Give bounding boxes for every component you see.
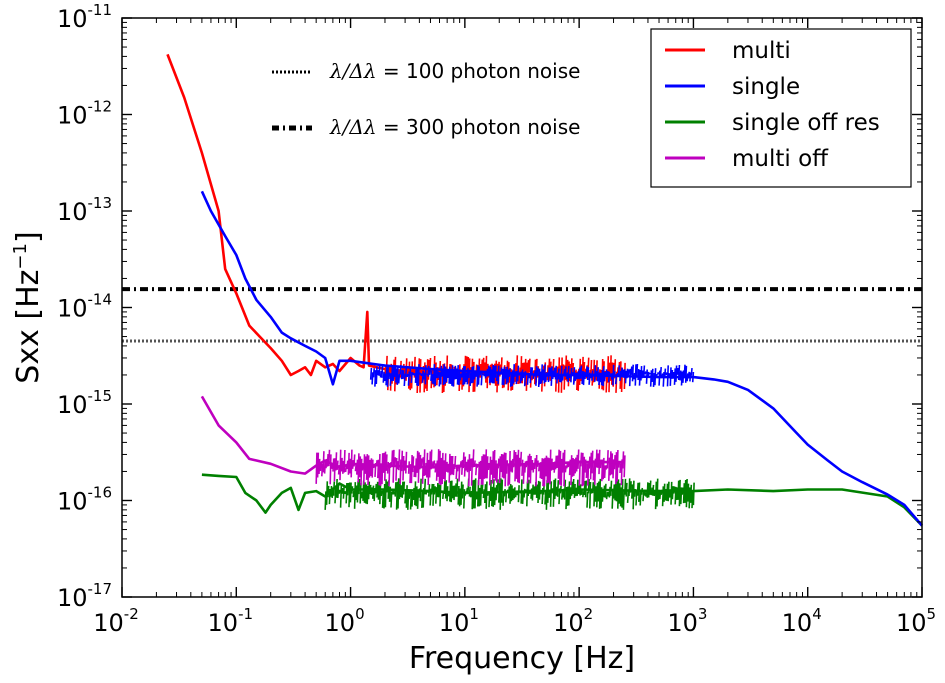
legend-label: single (732, 74, 800, 100)
y-tick-label: 10-12 (57, 98, 112, 130)
y-tick-exponent: -15 (88, 387, 113, 405)
x-tick-exponent: 0 (355, 605, 365, 623)
x-tick-label: 104 (782, 605, 822, 637)
y-tick-base: 10 (57, 198, 88, 226)
x-tick-label: 101 (439, 605, 479, 637)
y-tick-label: 10-11 (57, 1, 112, 33)
x-tick-base: 10 (782, 609, 813, 637)
y-axis-label: Sxx [Hz−1] (10, 231, 46, 383)
x-tick-label: 10-2 (93, 605, 139, 637)
x-tick-base: 10 (553, 609, 584, 637)
annotation-label: λ/Δλ = 100 photon noise (329, 59, 580, 83)
series-line-multi-off (200, 395, 625, 475)
reference-lines-layer (122, 287, 922, 343)
legend-label: multi off (732, 146, 829, 172)
x-tick-exponent: -1 (238, 605, 253, 623)
y-tick-exponent: -16 (88, 484, 113, 502)
x-tick-base: 10 (93, 609, 124, 637)
y-tick-label: 10-16 (57, 484, 112, 516)
annotation-rhs: = 100 photon noise (383, 59, 581, 83)
x-tick-exponent: -2 (124, 605, 139, 623)
y-tick-exponent: -12 (88, 98, 113, 116)
x-tick-exponent: 1 (469, 605, 479, 623)
legend-label: multi (732, 38, 791, 64)
y-axis-label-close: ] (11, 231, 46, 243)
y-tick-base: 10 (57, 102, 88, 130)
y-tick-exponent: -11 (88, 1, 113, 19)
x-tick-label: 102 (553, 605, 593, 637)
x-tick-base: 10 (667, 609, 698, 637)
series-line-single (200, 190, 923, 527)
y-tick-exponent: -14 (88, 291, 113, 309)
y-tick-base: 10 (57, 295, 88, 323)
y-tick-exponent: -13 (88, 194, 113, 212)
y-tick-label: 10-15 (57, 387, 112, 419)
x-tick-label: 105 (896, 605, 936, 637)
annotation-label: λ/Δλ = 300 photon noise (329, 115, 580, 139)
y-tick-base: 10 (57, 584, 88, 612)
x-tick-base: 10 (325, 609, 356, 637)
x-tick-label: 10-1 (208, 605, 254, 637)
y-tick-label: 10-17 (57, 580, 112, 612)
annotation-lhs: λ/Δλ (329, 59, 383, 83)
x-tick-exponent: 2 (584, 605, 594, 623)
series-layer (166, 53, 923, 527)
x-tick-exponent: 3 (698, 605, 708, 623)
y-tick-exponent: -17 (88, 580, 113, 598)
y-axis-label-exponent: −1 (10, 243, 31, 270)
x-tick-exponent: 4 (812, 605, 822, 623)
annotation-lhs: λ/Δλ (329, 115, 383, 139)
y-axis-label-main: Sxx [Hz (11, 270, 46, 384)
x-axis-label: Frequency [Hz] (409, 641, 635, 676)
y-tick-base: 10 (57, 488, 88, 516)
x-tick-label: 100 (325, 605, 365, 637)
y-tick-base: 10 (57, 391, 88, 419)
x-tick-base: 10 (208, 609, 239, 637)
y-tick-label: 10-14 (57, 291, 112, 323)
x-tick-exponent: 5 (927, 605, 937, 623)
legend-label: single off res (732, 110, 880, 136)
annotation-rhs: = 300 photon noise (383, 115, 581, 139)
series-line-single-off-res (201, 473, 923, 527)
legend-box (650, 28, 912, 188)
y-tick-label: 10-13 (57, 194, 112, 226)
series-line-multi (166, 53, 625, 377)
legend: multi single single off res multi off (650, 28, 912, 188)
x-tick-label: 103 (667, 605, 707, 637)
x-tick-base: 10 (439, 609, 470, 637)
y-tick-base: 10 (57, 5, 88, 33)
ticks-layer: 10-2 10-1 100 101 102 103 104 10510-1710-1610-1… (57, 1, 936, 637)
x-tick-base: 10 (896, 609, 927, 637)
